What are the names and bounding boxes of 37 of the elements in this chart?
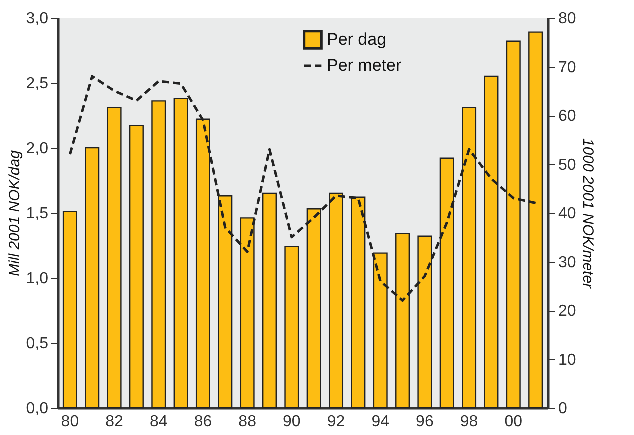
y2-tick-label: 30 bbox=[558, 254, 576, 272]
bar bbox=[85, 147, 100, 409]
legend-label: Per dag bbox=[327, 30, 387, 49]
x-tick-label: 84 bbox=[150, 414, 168, 430]
x-tick-label: 88 bbox=[238, 414, 257, 430]
y2-tick-label: 20 bbox=[558, 303, 576, 320]
x-tick-label: 80 bbox=[61, 414, 80, 430]
y-tick-label: 1,0 bbox=[26, 270, 49, 288]
y2-tick-label: 10 bbox=[558, 352, 576, 369]
x-tick-label: 00 bbox=[504, 414, 523, 430]
x-tick-label: 82 bbox=[106, 414, 124, 430]
x-tick-label: 96 bbox=[416, 414, 434, 430]
bar bbox=[62, 211, 78, 409]
y2-tick-label: 40 bbox=[558, 206, 576, 222]
y2-tick-label: 70 bbox=[558, 59, 576, 76]
bar bbox=[129, 125, 144, 409]
y2-tick-label: 60 bbox=[558, 108, 576, 125]
x-tick-label: 90 bbox=[283, 414, 301, 430]
x-tick-label: 86 bbox=[194, 414, 212, 430]
y-tick-label: 0,0 bbox=[26, 400, 49, 418]
y-tick-label: 2,5 bbox=[26, 76, 49, 92]
y2-tick-label: 0 bbox=[558, 400, 568, 418]
x-tick-label: 94 bbox=[372, 414, 390, 430]
x-tick-label: 92 bbox=[327, 414, 346, 430]
y-axis-title: Mill 2001 NOK/dag bbox=[6, 150, 24, 276]
y2-tick-label: 50 bbox=[558, 156, 576, 174]
y-tick-label: 3,0 bbox=[26, 10, 49, 28]
bar bbox=[107, 107, 122, 409]
legend-label: Per meter bbox=[327, 56, 402, 75]
y2-axis-title: 1000 2001 NOK/meter bbox=[579, 138, 596, 290]
bar bbox=[152, 100, 166, 409]
y-tick-label: 0,5 bbox=[26, 336, 49, 352]
y-tick-label: 2,0 bbox=[26, 140, 49, 158]
y2-tick-label: 80 bbox=[558, 10, 576, 28]
bar bbox=[284, 246, 300, 409]
y-tick-label: 1,5 bbox=[26, 206, 49, 222]
x-tick-label: 98 bbox=[460, 414, 478, 430]
